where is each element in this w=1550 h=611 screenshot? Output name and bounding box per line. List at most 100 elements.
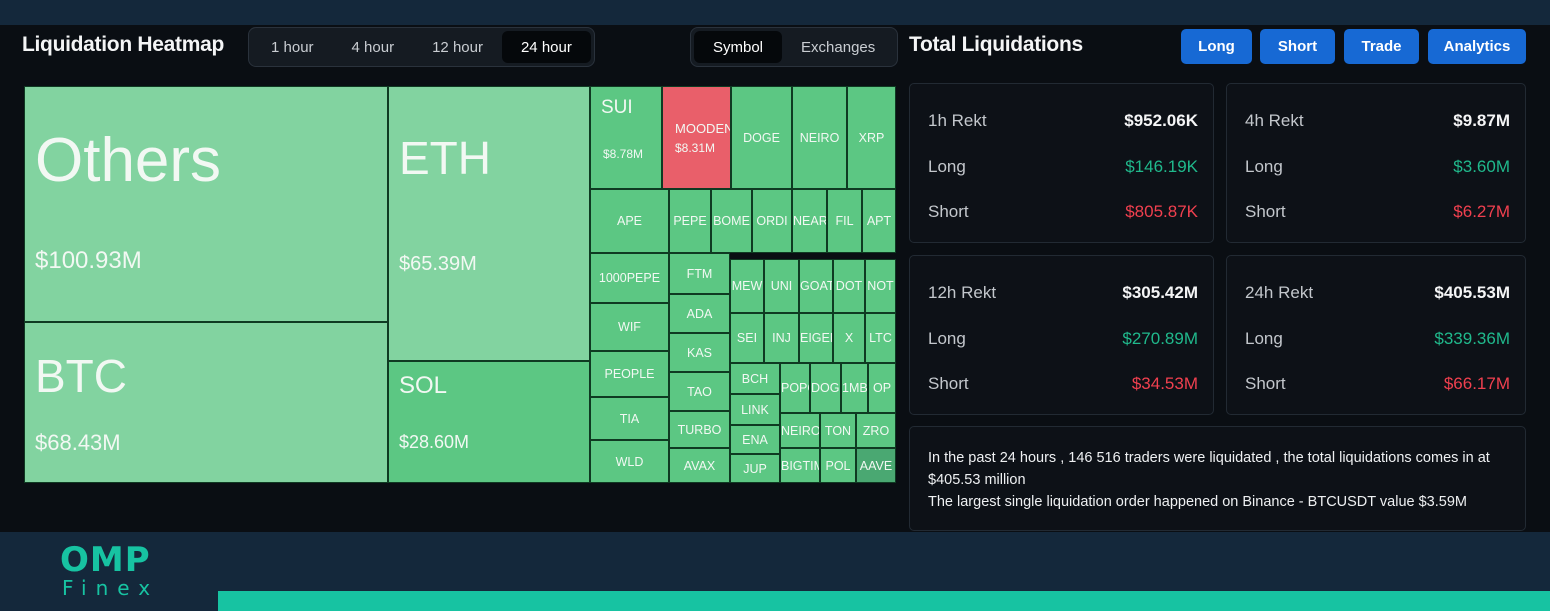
rekt-card-12h: 12h Rekt $305.42M Long $270.89M Short $34.5… [909,255,1214,415]
heatmap-tile-tao[interactable]: TAO [669,372,730,411]
heatmap-tile-eigen[interactable]: EIGEN [799,313,833,363]
heatmap-tile-op[interactable]: OP [868,363,896,413]
trade-button[interactable]: Trade [1344,29,1419,64]
rekt-total: $305.42M [1122,283,1198,302]
heatmap-tile-1000pepe[interactable]: 1000PEPE [590,253,669,303]
heatmap-tile-jup[interactable]: JUP [730,454,780,483]
heatmap-tile-neiroeth[interactable]: NEIROETH [780,413,820,448]
heatmap-tile-1mbabydoge[interactable]: 1MBABYDOGE [841,363,868,413]
long-amount: $270.89M [1122,329,1198,348]
heatmap-tile-ftm[interactable]: FTM [669,253,730,294]
heatmap-tile-mew[interactable]: MEW [730,259,764,313]
heatmap-tile-others[interactable]: Others $100.93M [24,86,388,322]
heatmap-tile-goat[interactable]: GOAT [799,259,833,313]
rekt-card-24h: 24h Rekt $405.53M Long $339.36M Short $66.1… [1226,255,1526,415]
tile-value: $28.60M [399,432,470,452]
tile-symbol: MEW [731,279,763,293]
heatmap-tile-inj[interactable]: INJ [764,313,799,363]
heatmap-tile-btc[interactable]: BTC $68.43M [24,322,388,483]
tile-value: $100.93M [35,247,142,274]
heatmap-tile-ton[interactable]: TON [820,413,856,448]
logo-subtitle: Finex [62,576,160,600]
tile-symbol: APE [616,214,642,228]
tile-symbol: NEIROETH [781,423,820,438]
heatmap-tile-doge[interactable]: DOGE [731,86,792,189]
heatmap-tile-ena[interactable]: ENA [730,425,780,454]
rekt-card-label: 4h Rekt [1245,111,1304,130]
heatmap-tile-bch[interactable]: BCH [730,363,780,394]
heatmap-title: Liquidation Heatmap [22,33,224,56]
heatmap-tile-popcat[interactable]: POPCAT [780,363,810,413]
heatmap-tile-aave[interactable]: AAVE [856,448,896,483]
rekt-card-label: 1h Rekt [928,111,987,130]
long-button[interactable]: Long [1181,29,1252,64]
tile-symbol: BOME [713,214,750,228]
long-amount: $146.19K [1125,157,1198,176]
heatmap-tile-bome[interactable]: BOME [711,189,752,253]
heatmap-tile-pepe[interactable]: PEPE [669,189,711,253]
heatmap-tile-sui[interactable]: SUI $8.78M [590,86,662,189]
heatmap-tile-eth[interactable]: ETH $65.39M [388,86,590,361]
top-band [0,0,1550,25]
tile-value: $65.39M [399,253,477,275]
heatmap-tile-avax[interactable]: AVAX [669,448,730,483]
tile-symbol: BCH [741,371,769,386]
heatmap-tile-link[interactable]: LINK [730,394,780,425]
heatmap-tile-ordi[interactable]: ORDI [752,189,792,253]
tile-symbol: UNI [770,279,793,293]
tile-symbol: EIGEN [800,331,832,345]
symbol-mode-button[interactable]: Symbol [694,31,783,63]
heatmap-tile-zro[interactable]: ZRO [856,413,896,448]
short-button[interactable]: Short [1260,29,1335,64]
heatmap-tile-turbo[interactable]: TURBO [669,411,730,448]
rekt-card-4h: 4h Rekt $9.87M Long $3.60M Short $6.27M [1226,83,1526,243]
heatmap-tile-sei[interactable]: SEI [730,313,764,363]
tile-symbol: WLD [615,454,644,469]
timeframe-24h-button[interactable]: 24 hour [501,31,591,63]
heatmap-tile-moodeng[interactable]: MOODENG $8.31M [662,86,731,189]
heatmap-tile-sol[interactable]: SOL $28.60M [388,361,590,483]
timeframe-4h-button[interactable]: 4 hour [351,38,395,56]
long-amount: $3.60M [1453,157,1510,176]
heatmap-tile-apt[interactable]: APT [862,189,896,253]
short-label: Short [1245,374,1286,393]
heatmap-tile-dot[interactable]: DOT [833,259,865,313]
analytics-button[interactable]: Analytics [1428,29,1526,64]
heatmap-tile-ltc[interactable]: LTC [865,313,896,363]
heatmap-tile-uni[interactable]: UNI [764,259,799,313]
heatmap-tile-neiro[interactable]: NEIRO [792,86,847,189]
heatmap-tile-ape[interactable]: APE [590,189,669,253]
heatmap-tile-people[interactable]: PEOPLE [590,351,669,397]
heatmap-tile-kas[interactable]: KAS [669,333,730,372]
short-label: Short [928,202,969,221]
timeframe-12h-button[interactable]: 12 hour [432,38,483,56]
heatmap-tile-tia[interactable]: TIA [590,397,669,440]
heatmap-tile-pol[interactable]: POL [820,448,856,483]
heatmap-tile-not[interactable]: NOT [865,259,896,313]
tile-symbol: ADA [686,306,713,321]
heatmap-tile-bigtime[interactable]: BIGTIME [780,448,820,483]
heatmap-tile-near[interactable]: NEAR [792,189,827,253]
heatmap-tile-xrp[interactable]: XRP [847,86,896,189]
heatmap-tile-ada[interactable]: ADA [669,294,730,333]
tile-symbol: ETH [399,132,491,184]
heatmap-tile-dogs[interactable]: DOGS [810,363,841,413]
tile-symbol: 1MBABYDOGE [842,381,868,395]
tile-value: $8.78M [603,147,644,161]
tile-symbol: DOT [835,279,863,293]
timeframe-1h-button[interactable]: 1 hour [271,38,314,56]
tile-symbol: POL [825,458,851,473]
heatmap-tile-wif[interactable]: WIF [590,303,669,351]
short-amount: $66.17M [1443,374,1510,393]
tile-symbol: APT [866,214,892,228]
tile-symbol: BIGTIME [781,458,819,473]
liquidation-heatmap: Others $100.93M BTC $68.43M ETH $65.39M SOL $28… [24,86,896,483]
liquidation-summary: In the past 24 hours , 146 516 traders w… [909,426,1526,531]
heatmap-tile-wld[interactable]: WLD [590,440,669,483]
heatmap-tile-x[interactable]: X [833,313,865,363]
short-label: Short [928,374,969,393]
long-label: Long [1245,157,1283,176]
exchanges-mode-button[interactable]: Exchanges [801,38,876,56]
heatmap-tile-fil[interactable]: FIL [827,189,862,253]
tile-symbol: GOAT [800,279,833,293]
